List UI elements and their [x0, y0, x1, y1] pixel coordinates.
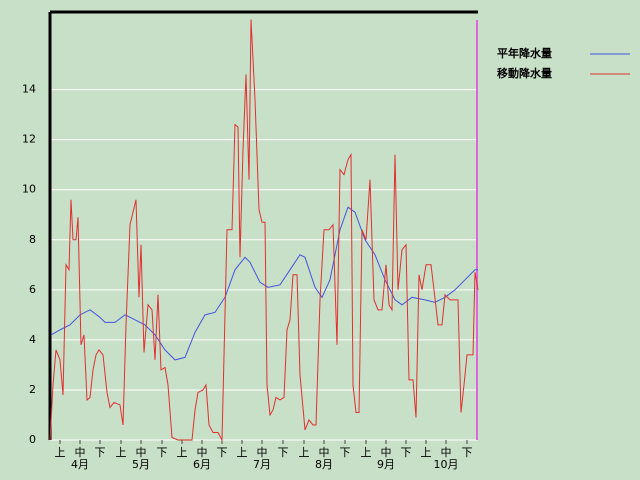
x-tick-label: 下	[157, 446, 168, 459]
legend-label: 移動降水量	[497, 66, 552, 80]
x-group-label: 10月	[434, 458, 459, 471]
x-tick-label: 下	[462, 446, 473, 459]
y-tick-label: 12	[22, 133, 36, 146]
x-tick-label: 上	[421, 446, 432, 459]
x-group-label: 8月	[315, 458, 333, 471]
y-tick-label: 0	[29, 433, 36, 446]
series-line	[49, 19, 479, 442]
x-tick-label: 上	[177, 446, 188, 459]
x-group-label: 4月	[71, 458, 89, 471]
y-tick-label: 6	[29, 283, 36, 296]
y-tick-label: 8	[29, 233, 36, 246]
x-tick-label: 下	[278, 446, 289, 459]
x-tick-label: 中	[136, 446, 147, 459]
x-tick-label: 下	[401, 446, 412, 459]
x-tick-label: 中	[441, 446, 452, 459]
x-tick-label: 中	[319, 446, 330, 459]
x-tick-label: 中	[381, 446, 392, 459]
x-tick-label: 下	[95, 446, 106, 459]
series-line	[50, 206, 478, 361]
legend-label: 平年降水量	[497, 46, 552, 60]
x-tick-label: 上	[55, 446, 66, 459]
x-group-label: 7月	[253, 458, 271, 471]
x-tick-label: 下	[217, 446, 228, 459]
x-tick-label: 中	[197, 446, 208, 459]
y-tick-label: 10	[22, 183, 36, 196]
y-tick-label: 2	[29, 383, 36, 396]
x-tick-label: 下	[340, 446, 351, 459]
x-tick-label: 上	[116, 446, 127, 459]
x-tick-label: 上	[237, 446, 248, 459]
y-tick-label: 14	[22, 83, 36, 96]
x-tick-label: 上	[299, 446, 310, 459]
x-tick-label: 中	[257, 446, 268, 459]
y-tick-label: 4	[29, 333, 36, 346]
x-group-label: 6月	[193, 458, 211, 471]
x-group-label: 5月	[132, 458, 150, 471]
x-tick-label: 中	[75, 446, 86, 459]
x-tick-label: 上	[361, 446, 372, 459]
x-group-label: 9月	[377, 458, 395, 471]
